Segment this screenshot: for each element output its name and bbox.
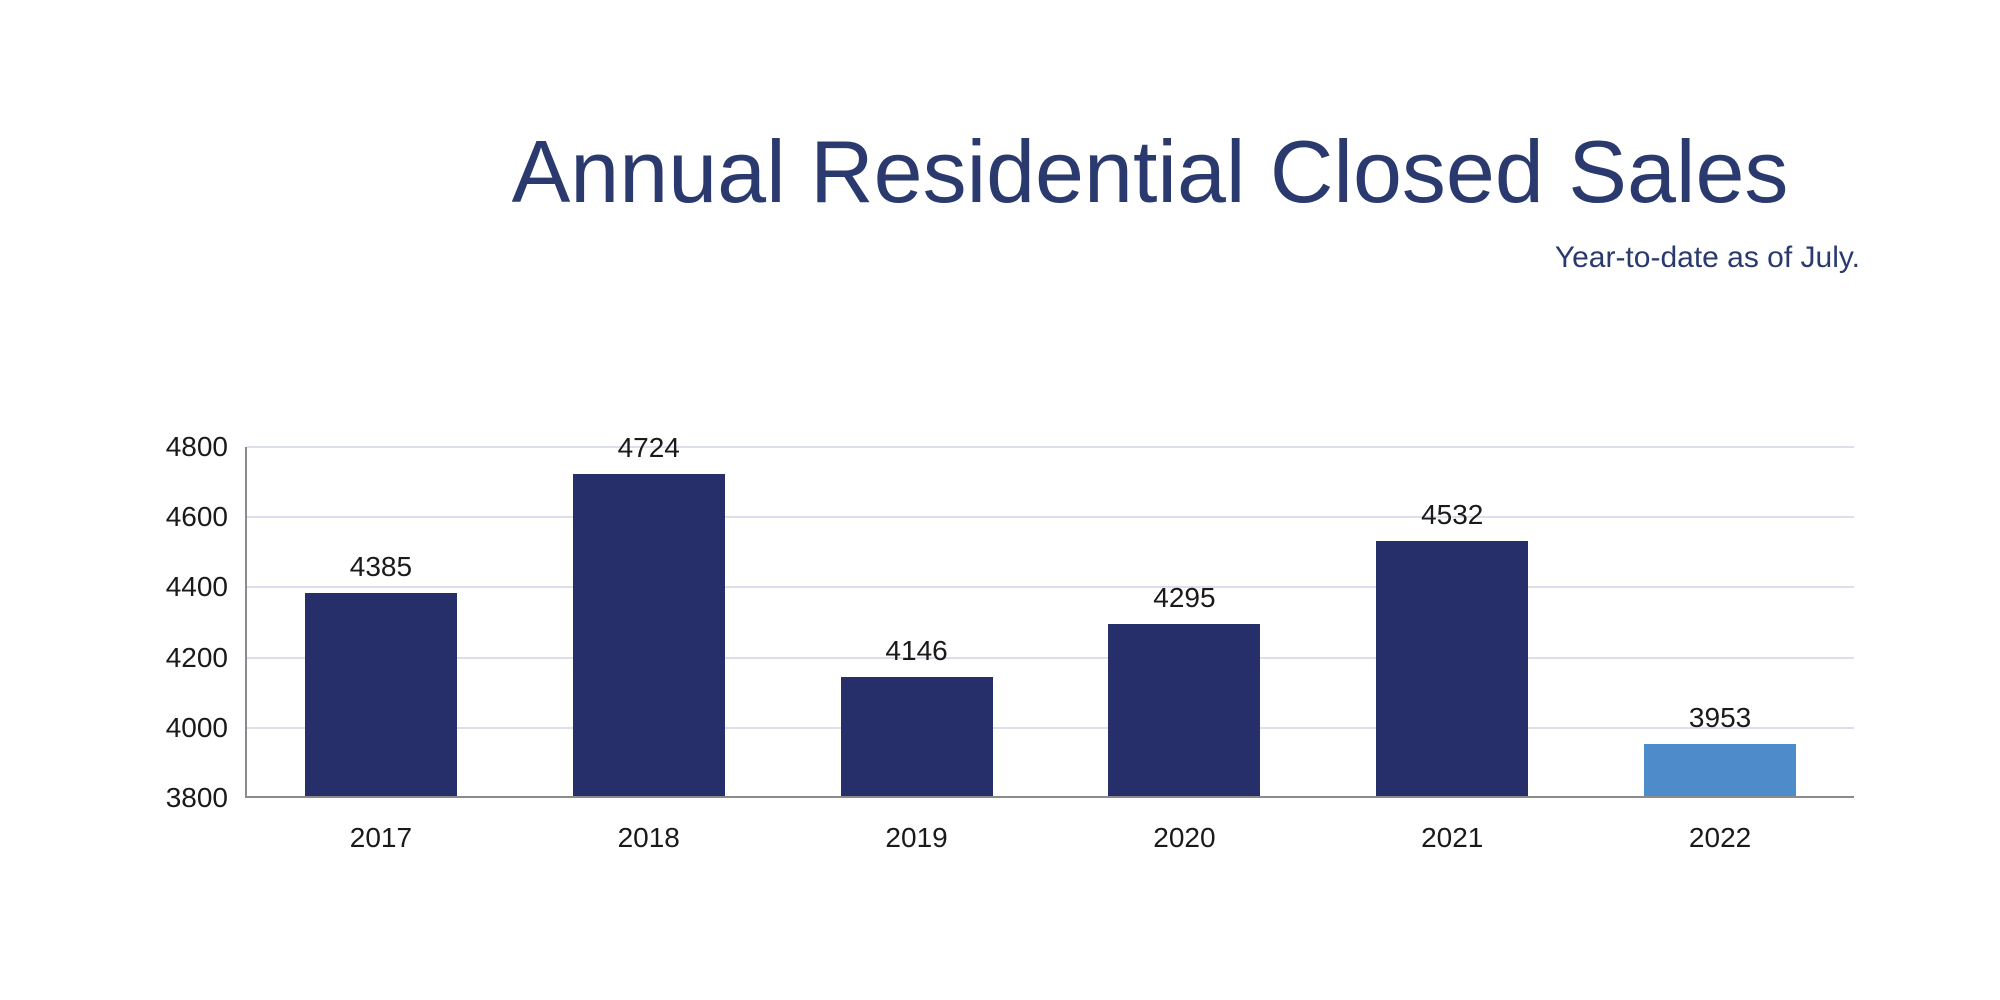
chart-header: Annual Residential Closed Sales Year-to-… [440,128,1860,275]
bar-value-label-2017: 4385 [349,550,413,582]
bar-2020 [1108,624,1261,798]
x-tick-label-2019: 2019 [885,822,948,853]
chart-title: Annual Residential Closed Sales [511,122,1789,221]
y-tick-label-4200: 4200 [165,641,228,673]
gridline-4200 [247,656,1854,659]
bar-value-label-2022: 3953 [1688,702,1752,734]
bar-2021 [1376,541,1529,798]
y-tick-label-3800: 3800 [165,782,228,813]
x-tick-label-2021: 2021 [1421,822,1484,853]
chart-subtitle: Year-to-date as of July. [1554,241,1860,274]
bar-value-label-2018: 4724 [617,431,680,463]
gridline-4600 [247,516,1854,519]
bar-value-label-2019: 4146 [885,634,948,666]
x-axis-line [247,796,1854,798]
bar-2018 [572,473,725,798]
bar-value-label-2021: 4532 [1421,499,1484,531]
bar-2017 [304,592,457,798]
y-tick-label-4800: 4800 [165,431,228,462]
gridline-4800 [247,446,1854,448]
y-tick-label-4400: 4400 [165,571,228,603]
y-tick-label-4600: 4600 [165,501,228,533]
bar-chart: 3800 4000 4200 4400 4600 4800 4385 4724 4146 429… [0,432,2000,853]
y-tick-label-4000: 4000 [165,711,228,743]
gridline-4400 [247,586,1854,589]
x-tick-label-2022: 2022 [1688,822,1752,853]
x-tick-label-2020: 2020 [1153,822,1216,853]
x-tick-label-2017: 2017 [349,822,413,853]
bar-2022 [1644,744,1797,798]
bar-value-label-2020: 4295 [1153,582,1216,614]
gridline-4000 [247,726,1854,729]
x-tick-label-2018: 2018 [617,822,680,853]
bar-2019 [840,676,993,798]
plot-area: 4385 4724 4146 4295 4532 3953 2017 2018 2019 202… [245,432,1854,853]
